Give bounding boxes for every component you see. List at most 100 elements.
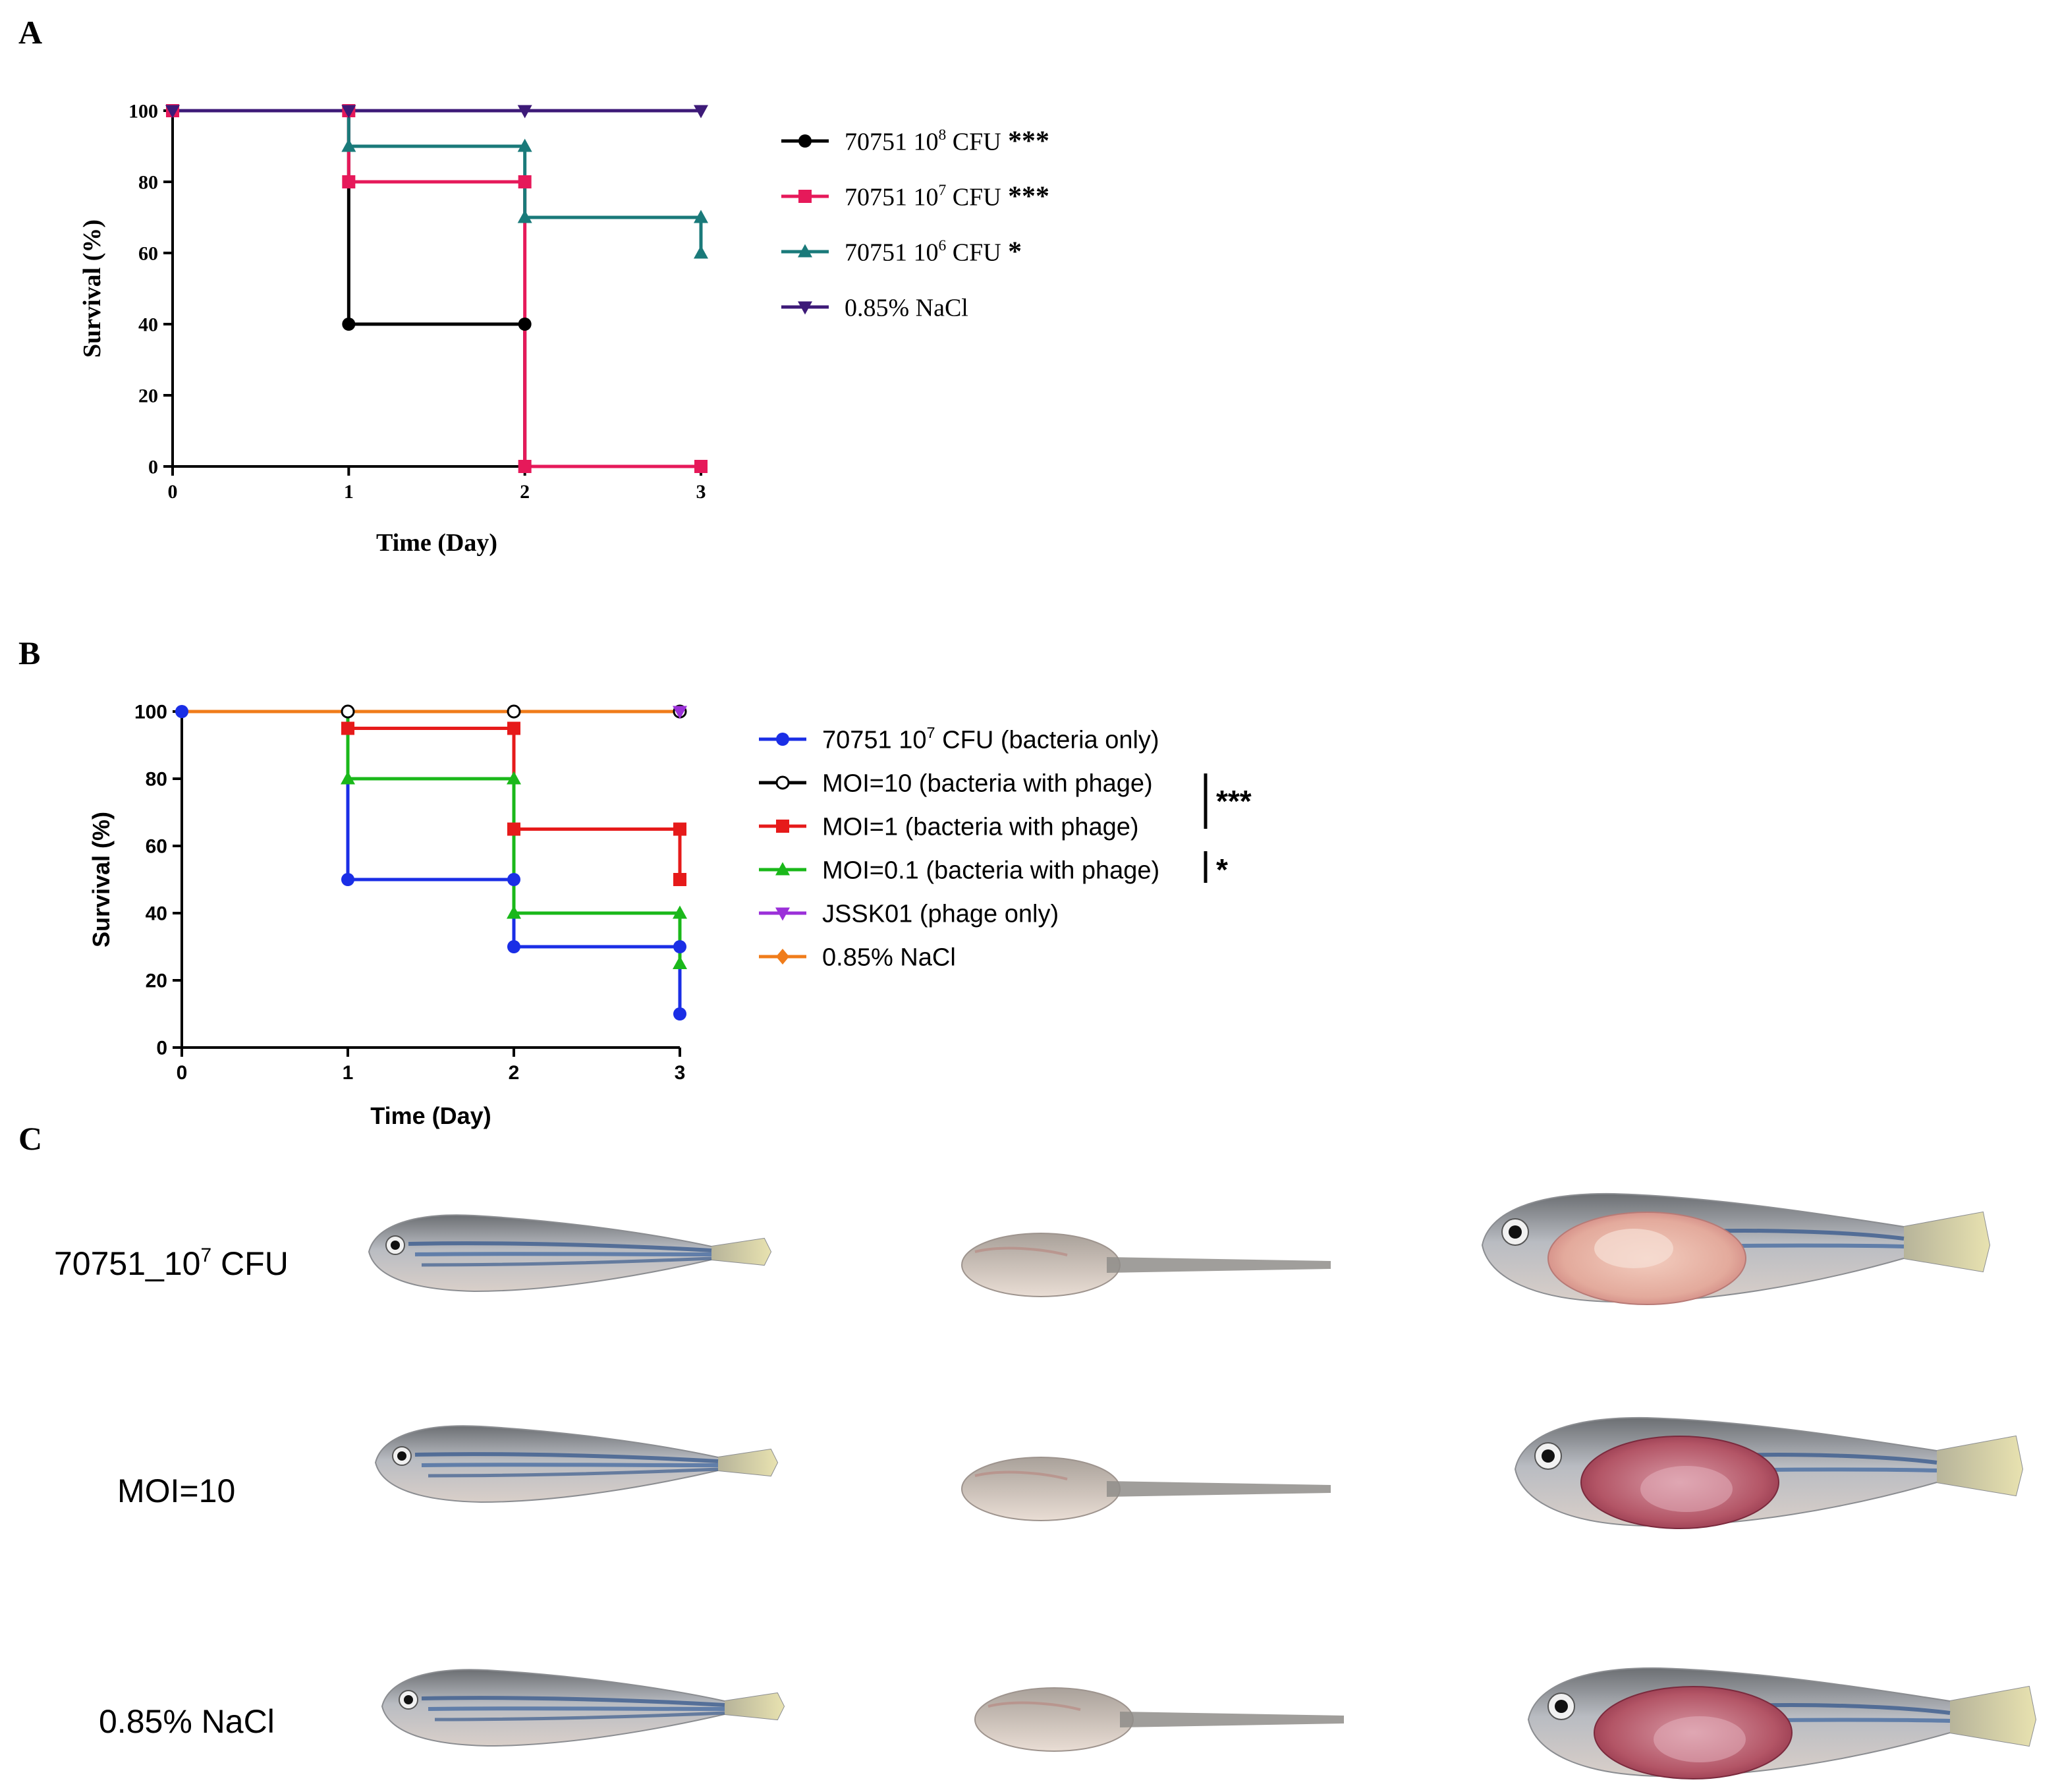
data-point-series-4 [507,905,521,919]
data-point-series-2 [518,460,532,473]
fish-photo-open-3 [1528,1668,2036,1779]
data-point-series-3 [694,210,708,223]
legend-marker-3 [776,820,789,833]
data-point-series-4 [694,105,708,119]
data-point-series-4 [517,105,532,119]
panel-label-a: A [18,14,42,51]
data-point-series-4 [341,771,355,785]
data-point-series-2 [342,175,356,188]
legend-marker-4 [798,301,812,315]
data-point-series-3 [694,245,708,259]
series-line-3 [182,710,682,880]
data-point-series-3 [673,822,686,836]
significance-label-2: * [1216,853,1228,887]
legend-label-2: 70751 107 CFU *** [845,181,1049,211]
photo-row-2: MOI=10 [117,1418,2022,1528]
x-tick-label: 1 [343,1062,354,1084]
fish-photo-side-1 [369,1215,771,1291]
data-point-series-1 [175,705,188,718]
legend-marker-3 [798,244,812,258]
legend-label-2: MOI=10 (bacteria with phage) [822,770,1153,797]
data-point-series-1 [673,940,686,953]
legend-marker-4 [775,862,790,876]
chart-b: 0 20 40 60 80 100 0 1 2 3 Time (Day) Survival (%) [88,702,687,1129]
series-line-1 [173,109,701,468]
data-point-series-1 [507,940,520,953]
y-tick-label: 80 [138,172,158,194]
legend-label-1: 70751 107 CFU (bacteria only) [822,724,1159,754]
data-point-series-3 [517,210,532,223]
legend-label-1: 70751 108 CFU *** [845,126,1049,156]
legend-label-3: 70751 106 CFU * [845,237,1022,267]
photo-row-label-3: 0.85% NaCl [99,1703,275,1740]
legend-label-6: 0.85% NaCl [822,943,956,971]
legend-label-3: MOI=1 (bacteria with phage) [822,813,1139,841]
y-tick-label: 40 [146,903,167,925]
legend-marker-5 [775,907,790,921]
legend-marker-1 [776,733,789,746]
legend-a: 70751 108 CFU *** 70751 107 CFU *** 70751 … [781,126,1049,322]
legend-marker-1 [798,134,812,148]
fish-photo-top-3 [974,1687,1345,1752]
data-point-series-2 [341,704,355,719]
y-tick-label: 20 [146,970,167,992]
legend-marker-2 [775,775,790,790]
x-axis-label: Time (Day) [376,529,497,557]
legend-label-5: JSSK01 (phage only) [822,900,1059,928]
fish-photo-open-2 [1515,1418,2022,1528]
data-point-series-4 [507,771,521,785]
significance-label-1: *** [1216,784,1252,818]
data-point-series-4 [673,905,687,919]
x-tick-label: 2 [520,481,530,503]
data-point-series-3 [507,721,520,735]
data-point-series-1 [341,873,354,886]
data-point-series-5 [673,706,687,719]
chart-a: 0 20 40 60 80 100 0 1 2 3 Time (Day) Survival (%) [78,101,708,557]
data-point-series-3 [341,138,356,152]
data-point-series-1 [673,1007,686,1021]
photo-panel-c: 70751_107 CFU MOI=10 0.85% NaCl [54,1194,2036,1779]
y-tick-label: 0 [148,457,158,478]
series-line-2 [173,109,701,468]
y-tick-label: 40 [138,314,158,336]
y-tick-label: 0 [156,1038,167,1059]
x-tick-label: 3 [696,481,706,503]
data-point-series-3 [517,138,532,152]
legend-marker-2 [798,190,812,203]
data-point-series-1 [518,318,532,331]
x-tick-label: 2 [509,1062,520,1084]
series-line-1 [182,710,682,1014]
legend-label-4: 0.85% NaCl [845,294,968,322]
data-point-series-4 [165,105,180,119]
y-tick-label: 60 [138,243,158,265]
data-point-series-2 [518,175,532,188]
data-point-series-1 [342,318,356,331]
data-point-series-3 [341,721,354,735]
data-point-series-2 [694,460,708,473]
y-tick-label: 20 [138,385,158,407]
y-axis-label: Survival (%) [78,219,106,358]
data-point-series-3 [507,822,520,836]
panel-label-c: C [18,1120,42,1157]
data-point-series-2 [507,704,521,719]
y-tick-label: 80 [146,769,167,791]
y-axis-label: Survival (%) [88,812,115,947]
data-point-series-4 [341,105,356,119]
fish-photo-side-3 [382,1669,784,1746]
photo-row-label-2: MOI=10 [117,1472,235,1509]
data-point-series-1 [507,873,520,886]
legend-label-4: MOI=0.1 (bacteria with phage) [822,856,1159,884]
legend-b: 70751 107 CFU (bacteria only) MOI=10 (bac… [759,724,1252,971]
photo-row-3: 0.85% NaCl [99,1668,2036,1779]
panel-label-b: B [18,634,40,671]
x-tick-label: 0 [168,481,178,503]
fish-photo-side-2 [376,1426,777,1502]
x-tick-label: 1 [344,481,354,503]
fish-photo-open-1 [1482,1194,1990,1304]
series-line-4 [182,710,682,964]
legend-marker-6 [776,949,789,965]
data-point-series-4 [673,956,687,969]
x-tick-label: 3 [675,1062,686,1084]
photo-row-label-1: 70751_107 CFU [54,1245,289,1282]
